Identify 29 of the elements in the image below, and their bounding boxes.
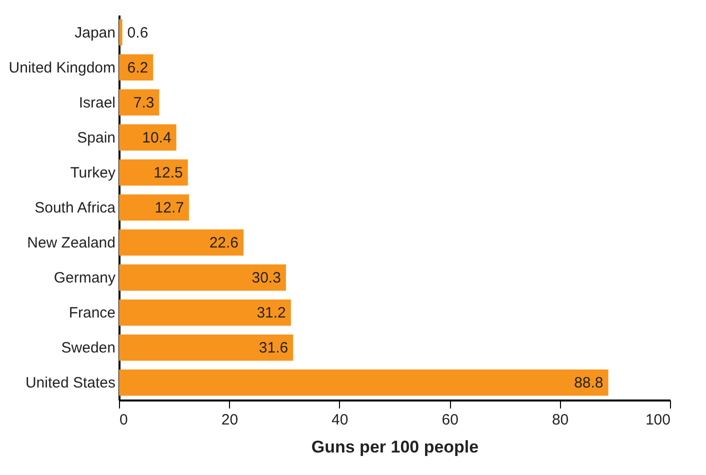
data-label: 30.3 (252, 270, 281, 287)
y-tick-label: Japan (74, 24, 116, 42)
data-label: 10.4 (142, 129, 172, 146)
data-label: 12.7 (154, 200, 184, 216)
y-tick-label: Turkey (70, 164, 116, 182)
x-tick-label: 20 (221, 412, 238, 428)
x-tick-label: 0 (120, 412, 128, 428)
data-label: 88.8 (574, 374, 604, 392)
data-label: 12.5 (154, 164, 183, 182)
y-tick-label: South Africa (34, 200, 116, 216)
y-tick-label: Sweden (61, 340, 116, 357)
data-label: 6.2 (127, 59, 148, 76)
y-tick-label: Spain (77, 129, 116, 146)
x-tick-label: 40 (332, 412, 348, 428)
data-label: 7.3 (133, 94, 154, 112)
data-label: 22.6 (209, 234, 239, 252)
x-tick-label: 100 (645, 412, 670, 428)
y-tick-label: United States (25, 374, 116, 392)
y-tick-label: Germany (54, 270, 116, 287)
y-tick-label: New Zealand (27, 234, 116, 252)
y-tick-label: France (68, 304, 116, 322)
data-label: 0.6 (127, 24, 148, 42)
x-axis-title: Guns per 100 people (311, 438, 479, 456)
data-label: 31.6 (258, 340, 288, 357)
y-tick-label: Israel (78, 94, 116, 112)
x-tick-label: 80 (552, 412, 569, 428)
data-label: 31.2 (256, 304, 286, 322)
y-tick-label: United Kingdom (8, 59, 116, 76)
x-tick-label: 60 (442, 412, 458, 428)
